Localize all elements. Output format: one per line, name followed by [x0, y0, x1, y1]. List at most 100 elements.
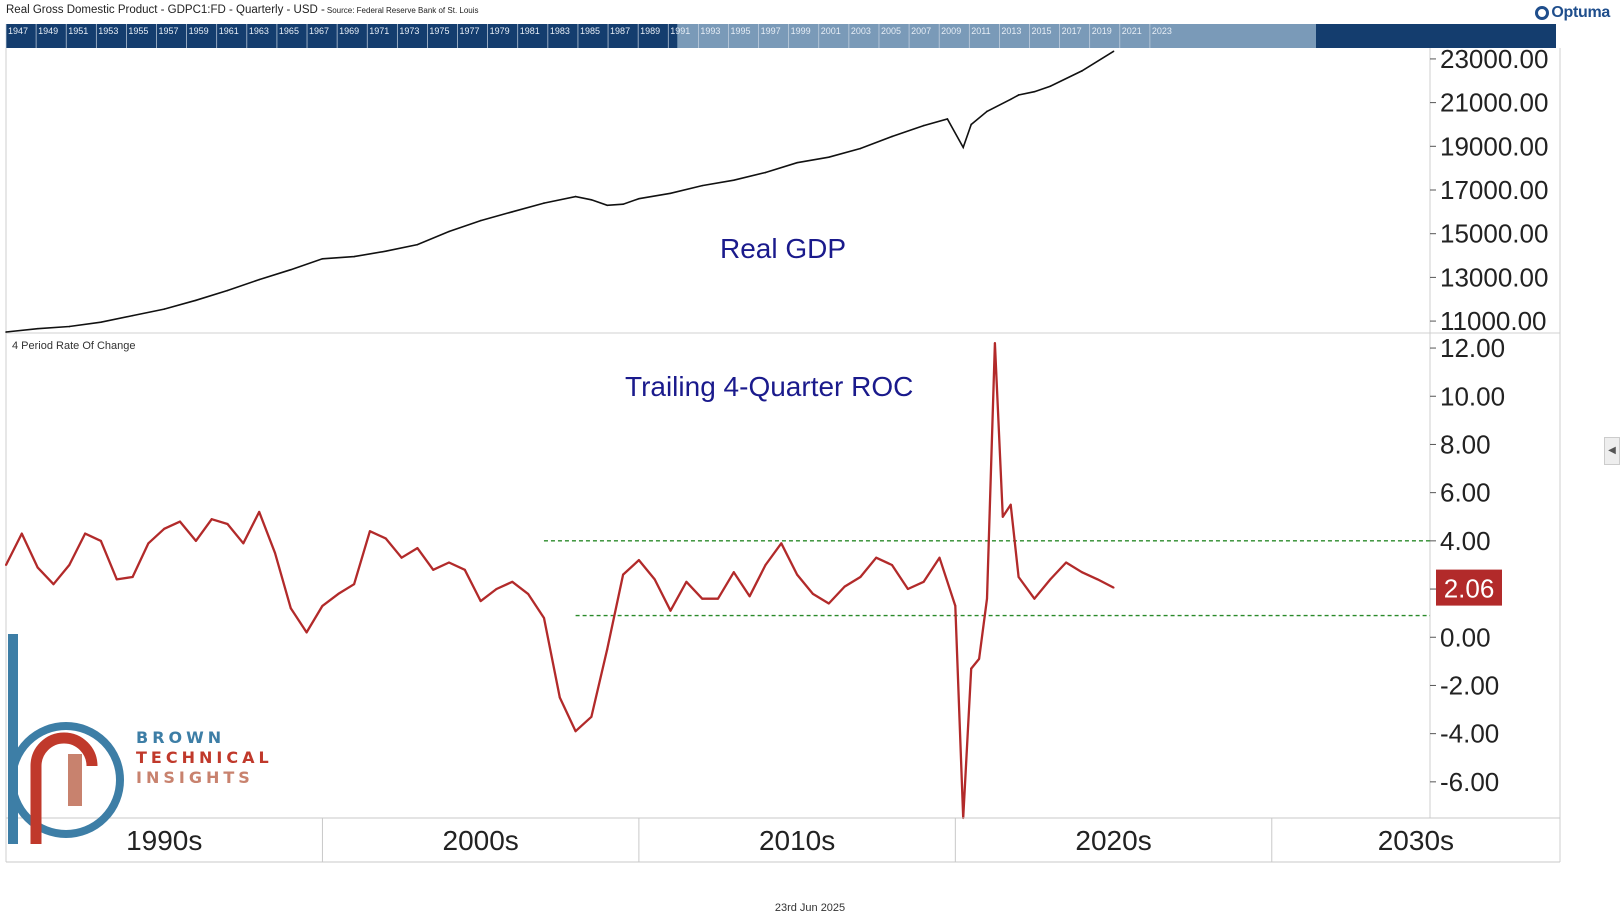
roc-point: [52, 583, 55, 586]
gdp-y-tick-label: 15000.00: [1440, 219, 1548, 249]
roc-point: [590, 715, 593, 718]
gdp-point: [622, 203, 624, 205]
roc-point: [843, 585, 846, 588]
roc-point: [179, 520, 182, 523]
roc-point: [163, 527, 166, 530]
roc-point: [685, 580, 688, 583]
roc-point: [1009, 503, 1012, 506]
navigator-year-label: 1965: [279, 26, 299, 36]
roc-point: [796, 573, 799, 576]
roc-point: [432, 568, 435, 571]
navigator-year-label: 2011: [971, 26, 990, 36]
navigator-year-label: 2005: [881, 26, 901, 36]
optuma-logo-icon: [1535, 6, 1550, 20]
roc-point: [5, 563, 7, 566]
gdp-point: [290, 268, 292, 271]
roc-point: [131, 576, 134, 578]
decade-axis: 1990s 2000s 2010s 2020s 2030s: [6, 817, 1560, 863]
gdp-point: [733, 179, 735, 181]
roc-panel: 4 Period Rate Of Change 12.00 10.00 8.00 6.0…: [4, 333, 1505, 820]
navigator-year-label: 1957: [159, 26, 179, 36]
collapse-panel-button[interactable]: ◀: [1604, 437, 1620, 465]
navigator-year-label: 1973: [399, 26, 419, 36]
navigator-year-label: 1993: [700, 26, 720, 36]
gdp-point: [701, 184, 703, 187]
roc-point: [495, 588, 498, 591]
navigator-year-label: 2013: [1001, 26, 1021, 36]
roc-y-tick-label: -4.00: [1440, 719, 1499, 749]
gdp-line: [5, 50, 1115, 333]
navigator-year-label: 2021: [1122, 26, 1142, 36]
roc-point: [669, 609, 672, 612]
gdp-point: [1049, 85, 1052, 88]
chart-header: Real Gross Domestic Product - GDPC1:FD -…: [0, 0, 1620, 24]
chart-title: Real Gross Domestic Product - GDPC1:FD -…: [6, 4, 479, 16]
roc-point: [875, 556, 878, 559]
gdp-point: [448, 230, 450, 233]
gdp-point: [859, 147, 862, 150]
gdp-point: [590, 199, 593, 201]
roc-y-tick-label: -2.00: [1440, 670, 1499, 700]
roc-point: [701, 597, 704, 600]
navigator-year-label: 1985: [580, 26, 600, 36]
roc-point: [764, 563, 767, 566]
gdp-point: [669, 192, 672, 195]
decade-label: 2020s: [1075, 825, 1151, 856]
gdp-y-tick-label: 11000.00: [1440, 306, 1547, 336]
navigator-year-label: 1989: [640, 26, 660, 36]
roc-point: [558, 696, 561, 699]
roc-point: [479, 600, 482, 603]
gdp-y-tick-label: 21000.00: [1440, 88, 1548, 118]
roc-point: [84, 532, 87, 535]
roc-point: [273, 551, 276, 554]
roc-point: [1096, 578, 1099, 581]
navigator-year-label: 1969: [339, 26, 359, 36]
roc-point: [574, 730, 577, 733]
roc-annotation: Trailing 4-Quarter ROC: [625, 371, 913, 402]
chart-date: 23rd Jun 2025: [774, 902, 846, 914]
navigator-year-label: 1999: [791, 26, 811, 36]
chart-source: Source: Federal Reserve Bank of St. Loui…: [326, 6, 479, 15]
decade-label: 2000s: [443, 825, 519, 856]
navigator-year-label: 1971: [369, 26, 389, 36]
roc-point: [20, 532, 23, 535]
navigator-year-label: 2009: [941, 26, 961, 36]
roc-point: [970, 667, 973, 670]
chevron-left-icon: ◀: [1608, 445, 1616, 456]
navigator-year-label: 1947: [8, 26, 28, 36]
roc-point: [993, 342, 996, 345]
gdp-point: [1033, 90, 1036, 93]
roc-point: [353, 583, 356, 586]
navigator-year-label: 2003: [851, 26, 871, 36]
roc-point: [305, 631, 308, 634]
last-value-label: 2.06: [1444, 574, 1495, 604]
roc-point: [922, 580, 925, 583]
roc-point: [732, 571, 735, 574]
roc-point: [985, 597, 988, 600]
navigator-year-label: 1979: [490, 26, 510, 36]
navigator-year-label: 2017: [1062, 26, 1082, 36]
gdp-point: [970, 123, 972, 126]
roc-point: [242, 542, 245, 545]
gdp-point: [100, 321, 102, 323]
roc-y-tick-label: 6.00: [1440, 478, 1491, 508]
navigator-year-label: 2001: [821, 26, 841, 36]
roc-point: [542, 616, 545, 619]
gdp-point: [1009, 98, 1012, 101]
gdp-point: [226, 289, 229, 292]
gdp-point: [891, 135, 893, 138]
roc-point: [891, 563, 894, 566]
roc-point: [637, 559, 640, 562]
roc-indicator-label: 4 Period Rate Of Change: [12, 340, 136, 352]
roc-point: [717, 597, 719, 600]
gdp-point: [195, 299, 197, 302]
roc-point: [337, 592, 340, 595]
roc-point: [511, 580, 514, 583]
gdp-point: [1081, 70, 1083, 72]
roc-point: [606, 648, 609, 651]
navigator-year-label: 1991: [670, 26, 690, 36]
roc-point: [416, 547, 419, 550]
roc-point: [99, 539, 102, 542]
roc-y-tick-label: -6.00: [1440, 767, 1499, 797]
